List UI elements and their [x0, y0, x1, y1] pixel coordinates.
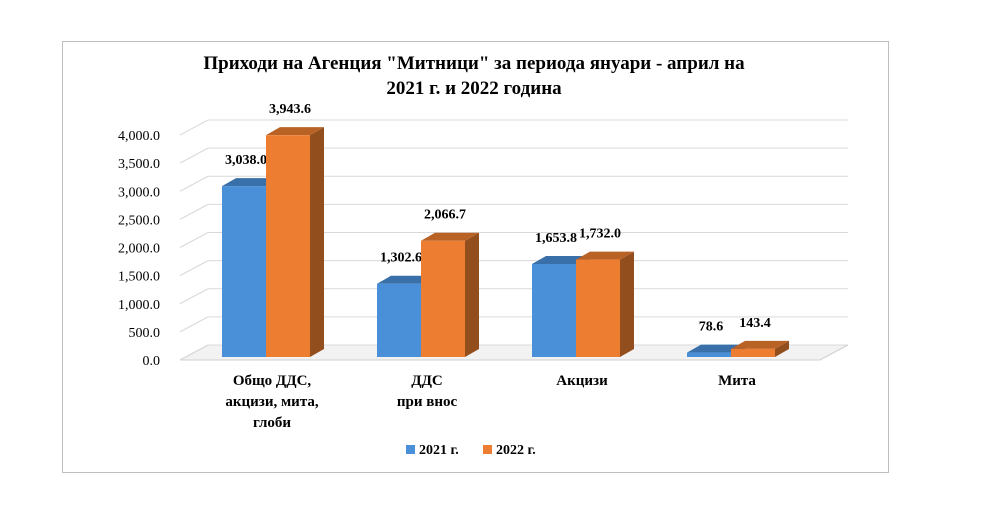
y-tick-label: 3,500.0: [118, 157, 160, 172]
data-label: 1,653.8: [535, 231, 577, 246]
category-label: глоби: [253, 415, 291, 431]
gridline-side: [179, 232, 209, 248]
bar-side: [465, 232, 479, 357]
bar: [266, 135, 310, 357]
gridline-side: [179, 316, 209, 333]
gridline-side: [179, 203, 209, 220]
gridline-side: [179, 288, 209, 305]
plot-wall: [180, 120, 848, 360]
y-tick-label: 2,500.0: [118, 213, 160, 228]
legend-swatch: [483, 445, 492, 454]
y-tick-label: 3,000.0: [118, 185, 160, 200]
bar: [576, 259, 620, 357]
data-label: 143.4: [739, 316, 771, 331]
bar: [421, 240, 465, 357]
category-label: Мита: [718, 373, 756, 389]
bar-top: [421, 232, 479, 241]
bar-top: [266, 127, 324, 136]
y-tick-label: 1,000.0: [118, 298, 160, 313]
bar-top: [377, 275, 435, 284]
gridline-side: [179, 147, 209, 164]
bar: [687, 352, 731, 357]
y-tick-label: 0.0: [143, 354, 161, 369]
gridline-side: [179, 175, 209, 192]
bar-top: [731, 340, 789, 349]
category-label: акцизи, мита,: [225, 394, 319, 410]
gridline-side: [179, 344, 209, 361]
bar: [377, 283, 421, 357]
legend-label: 2022 г.: [496, 443, 536, 458]
data-label: 78.6: [699, 320, 724, 335]
chart-title: Приходи на Агенция "Митници" за периода …: [203, 53, 745, 74]
data-label: 1,732.0: [579, 227, 621, 242]
bar-side: [620, 251, 634, 357]
legend-label: 2021 г.: [419, 443, 459, 458]
category-label: Общо ДДС,: [233, 373, 312, 389]
y-tick-label: 2,000.0: [118, 242, 160, 257]
bar: [222, 186, 266, 357]
gridline-side: [179, 260, 209, 277]
data-label: 2,066.7: [424, 208, 466, 223]
bar-top: [576, 251, 634, 260]
y-tick-label: 1,500.0: [118, 270, 160, 285]
chart-title: 2021 г. и 2022 година: [386, 78, 562, 99]
category-label: Акцизи: [556, 373, 608, 389]
category-label: ДДС: [411, 373, 442, 389]
data-label: 3,038.0: [225, 153, 267, 168]
data-label: 3,943.6: [269, 102, 311, 117]
y-tick-label: 4,000.0: [118, 129, 160, 144]
bar: [532, 263, 576, 357]
gridline-side: [179, 119, 209, 136]
data-label: 1,302.6: [380, 251, 422, 266]
bar-side: [310, 127, 324, 357]
bar-top: [532, 255, 590, 264]
y-tick-label: 500.0: [129, 326, 161, 341]
bar-top: [687, 344, 745, 353]
bar-side: [775, 340, 789, 357]
bar: [731, 348, 775, 357]
category-label: при внос: [397, 394, 458, 410]
legend-swatch: [406, 445, 415, 454]
bar-top: [222, 178, 280, 187]
